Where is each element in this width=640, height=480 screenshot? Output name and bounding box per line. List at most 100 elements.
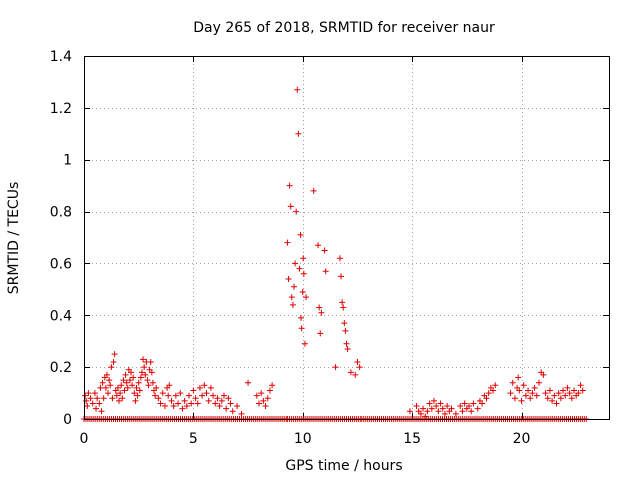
data-point	[175, 400, 182, 407]
data-point	[123, 379, 130, 386]
data-point	[96, 400, 103, 407]
data-point	[142, 371, 149, 378]
data-point	[135, 379, 142, 386]
data-point	[479, 400, 486, 407]
data-point	[216, 403, 223, 410]
data-point	[579, 387, 586, 394]
data-point	[140, 356, 147, 363]
data-point	[149, 379, 156, 386]
data-point	[134, 392, 141, 399]
plot-frame	[84, 56, 610, 420]
data-point	[566, 390, 573, 397]
y-tick-label: 0.6	[50, 256, 72, 272]
data-point	[466, 403, 472, 410]
y-tick-label: 1	[63, 153, 72, 169]
data-point	[336, 255, 343, 262]
data-point	[424, 408, 431, 415]
data-point	[555, 390, 562, 397]
data-point	[527, 395, 534, 402]
data-point	[344, 345, 351, 352]
data-point	[452, 410, 459, 417]
y-axis-label: SRMTID / TECUs	[6, 182, 22, 295]
data-point	[183, 403, 190, 410]
data-point	[540, 371, 547, 378]
data-point	[560, 387, 567, 394]
data-point	[317, 330, 324, 337]
data-point	[431, 397, 437, 404]
y-tick-label: 0	[63, 412, 72, 428]
data-points	[81, 86, 590, 422]
data-point	[428, 405, 435, 412]
data-point	[165, 392, 172, 399]
data-point	[422, 413, 429, 420]
data-point	[468, 408, 475, 415]
data-point	[299, 288, 306, 295]
data-point	[298, 314, 304, 321]
data-point	[218, 397, 225, 404]
data-point	[448, 405, 455, 412]
data-point	[133, 384, 140, 391]
data-point	[356, 364, 363, 371]
data-point	[288, 294, 295, 301]
data-point	[105, 390, 112, 397]
data-point	[192, 395, 199, 402]
data-point	[441, 410, 448, 417]
data-point	[256, 400, 262, 407]
data-point	[544, 395, 551, 402]
data-point	[264, 395, 271, 402]
data-point	[181, 397, 188, 404]
data-point	[485, 390, 492, 397]
data-point	[223, 405, 230, 412]
data-point	[155, 395, 162, 402]
data-point	[413, 403, 420, 410]
data-point	[295, 130, 302, 137]
data-point	[315, 242, 322, 249]
data-point	[214, 395, 221, 402]
data-point	[289, 301, 296, 308]
data-point	[119, 395, 126, 402]
data-point	[509, 379, 516, 386]
data-point	[297, 231, 304, 238]
data-point	[210, 392, 217, 399]
data-point	[562, 392, 569, 399]
data-point	[205, 397, 212, 404]
data-point	[260, 397, 267, 404]
data-point	[341, 320, 348, 327]
data-point	[444, 403, 451, 410]
data-point	[87, 395, 94, 402]
data-point	[144, 377, 151, 384]
data-point	[126, 377, 133, 384]
data-point	[531, 384, 538, 391]
data-point	[147, 358, 154, 365]
data-point	[111, 351, 118, 358]
x-tick-label: 0	[80, 431, 89, 447]
x-tick-label: 10	[294, 431, 312, 447]
data-point	[116, 397, 122, 404]
data-point	[124, 384, 131, 391]
data-point	[136, 387, 143, 394]
data-point	[199, 392, 206, 399]
data-point	[138, 369, 145, 376]
data-point	[492, 382, 499, 389]
data-point	[515, 374, 522, 381]
data-point	[201, 382, 208, 389]
data-point	[284, 239, 291, 246]
data-point	[85, 390, 92, 397]
data-point	[511, 395, 518, 402]
y-tick-label: 0.8	[50, 205, 72, 221]
data-point	[245, 379, 252, 386]
data-point	[406, 408, 413, 415]
x-tick-label: 15	[403, 431, 421, 447]
data-point	[343, 340, 350, 347]
data-point	[474, 405, 481, 412]
data-point	[159, 390, 166, 397]
data-point	[100, 395, 107, 402]
data-point	[97, 384, 104, 391]
data-point	[229, 408, 236, 415]
data-point	[347, 369, 354, 376]
data-point	[99, 379, 106, 386]
data-point	[82, 392, 89, 399]
data-point	[426, 400, 433, 407]
data-point	[557, 395, 564, 402]
